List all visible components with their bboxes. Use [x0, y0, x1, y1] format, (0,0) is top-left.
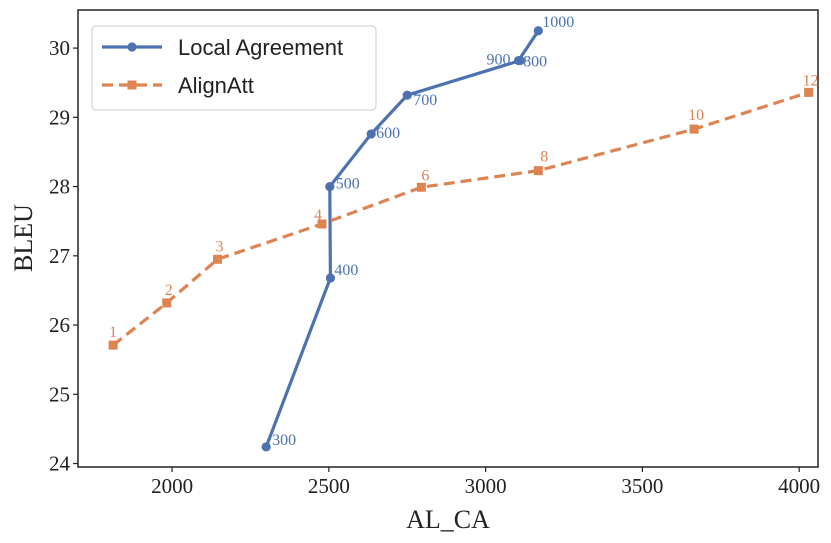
legend-marker	[127, 80, 137, 90]
data-point	[325, 273, 336, 283]
legend-label: Local Agreement	[178, 35, 343, 60]
x-tick-label: 4000	[778, 474, 820, 498]
y-tick-label: 30	[49, 36, 70, 60]
data-label: 1	[109, 324, 117, 341]
legend-label: AlignAtt	[178, 73, 254, 98]
data-point	[108, 340, 118, 350]
y-axis-ticks: 24 25 26 27 28 29 30	[49, 36, 78, 476]
data-label: 4	[314, 207, 322, 224]
y-tick-label: 26	[49, 313, 70, 337]
legend-marker	[127, 42, 137, 52]
data-point	[533, 26, 543, 36]
data-label: 12	[803, 72, 819, 89]
legend-entries: Local Agreement AlignAtt	[102, 35, 343, 98]
data-point	[402, 90, 412, 100]
data-label: 400	[334, 262, 358, 279]
data-label: 600	[376, 125, 400, 142]
y-tick-label: 27	[49, 244, 70, 268]
data-label: 300	[272, 432, 296, 449]
x-tick-label: 2000	[151, 474, 193, 498]
data-label: 700	[413, 92, 437, 109]
legend: Local Agreement AlignAtt	[91, 25, 377, 111]
x-tick-label: 3000	[465, 474, 507, 498]
y-axis-title: BLEU	[9, 204, 38, 272]
data-label: 8	[540, 149, 548, 166]
data-label: 3	[216, 238, 224, 255]
plot-area-frame	[77, 9, 819, 468]
data-label: 1000	[542, 14, 574, 31]
x-axis-title: AL_CA	[406, 505, 490, 534]
data-point	[366, 129, 376, 139]
x-tick-label: 3500	[621, 474, 663, 498]
data-point	[533, 166, 543, 176]
series-local-agreement: 300 400 500 600 700 800 900 1000	[261, 14, 574, 452]
y-tick-label: 28	[49, 175, 70, 199]
data-point	[689, 124, 699, 134]
data-label: 2	[165, 282, 173, 299]
data-label: 800	[523, 54, 547, 71]
legend-box	[91, 25, 377, 111]
data-label: 900	[487, 52, 511, 69]
data-label: 6	[421, 167, 429, 184]
series-line	[112, 90, 810, 347]
x-tick-label: 2500	[308, 474, 350, 498]
data-point	[804, 87, 814, 97]
data-point	[513, 55, 524, 66]
y-tick-label: 24	[49, 452, 71, 476]
y-tick-label: 25	[49, 382, 70, 406]
data-label: 10	[688, 107, 704, 124]
data-label: 500	[336, 176, 360, 193]
data-point	[416, 182, 426, 192]
data-point	[317, 219, 327, 229]
data-point	[325, 181, 335, 192]
data-point	[162, 298, 172, 308]
y-tick-label: 29	[49, 105, 70, 129]
data-point	[261, 442, 271, 452]
x-axis-ticks: 2000 2500 3000 3500 4000	[151, 467, 820, 498]
data-point	[213, 254, 223, 264]
